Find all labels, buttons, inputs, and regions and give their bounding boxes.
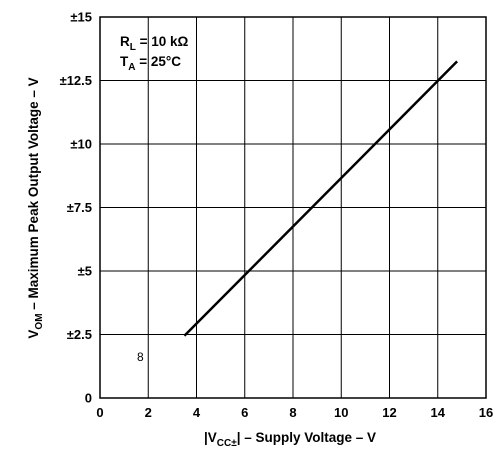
- figure-mark: 8: [137, 350, 144, 364]
- plot-frame: [99, 16, 487, 399]
- x-tick-label-1: 2: [145, 405, 152, 420]
- x-tick-label-6: 12: [382, 405, 396, 420]
- x-tick-label-7: 14: [431, 405, 446, 420]
- x-tick-label-0: 0: [96, 405, 103, 420]
- y-axis-label: VOM – Maximum Peak Output Voltage – V: [26, 77, 45, 338]
- y-tick-label-6: ±15: [70, 10, 92, 25]
- y-tick-label-4: ±10: [70, 137, 92, 152]
- condition-ta: TA = 25°C: [120, 54, 181, 73]
- y-tick-labels: 0 ±2.5 ±5 ±7.5 ±10 ±12.5 ±15: [60, 10, 92, 406]
- x-tick-label-4: 8: [289, 405, 296, 420]
- x-axis-label: |VCC±| – Supply Voltage – V: [204, 430, 376, 449]
- y-tick-label-1: ±2.5: [67, 327, 92, 342]
- y-tick-label-5: ±12.5: [60, 73, 92, 88]
- x-tick-label-5: 10: [334, 405, 348, 420]
- y-tick-label-2: ±5: [78, 264, 92, 279]
- y-tick-label-3: ±7.5: [67, 200, 92, 215]
- condition-rl: RL = 10 kΩ: [120, 34, 189, 53]
- grid: [100, 17, 486, 398]
- y-tick-label-0: 0: [85, 391, 92, 406]
- x-tick-label-3: 6: [241, 405, 248, 420]
- x-tick-labels: 0 2 4 6 8 10 12 14 16: [96, 405, 493, 420]
- series-lines: [183, 60, 458, 337]
- x-tick-label-8: 16: [479, 405, 493, 420]
- series-line-0: [183, 60, 458, 337]
- x-tick-label-2: 4: [193, 405, 201, 420]
